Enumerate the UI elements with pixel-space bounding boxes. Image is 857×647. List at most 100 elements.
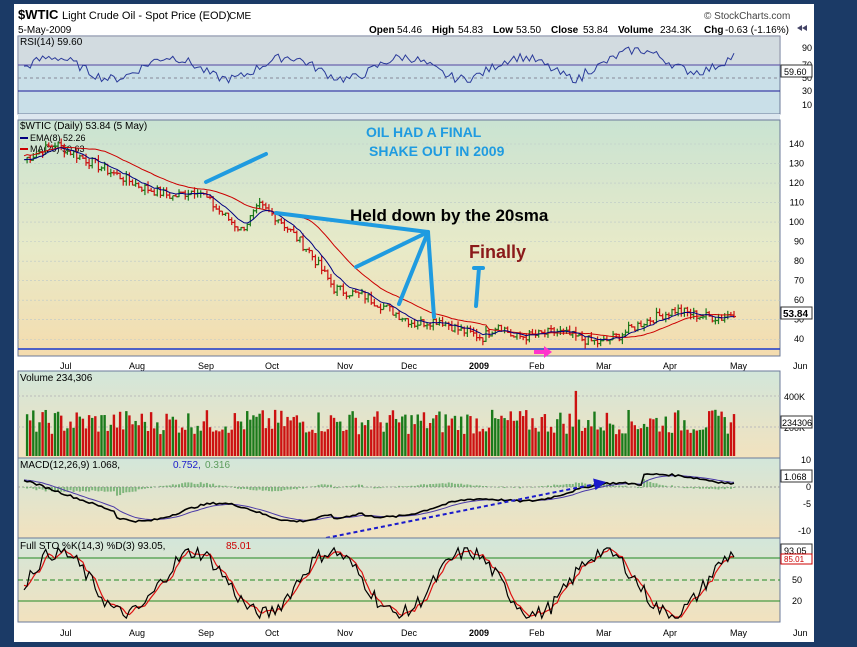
- macd-hist-bar: [726, 487, 729, 489]
- volume-bar: [289, 420, 292, 456]
- volume-bar: [376, 411, 379, 456]
- macd-hist-bar: [63, 487, 66, 492]
- volume-bar: [283, 426, 286, 456]
- month-label: Jul: [60, 628, 72, 638]
- volume-bar: [419, 420, 423, 456]
- volume-bar: [149, 412, 153, 456]
- macd-hist-bar: [131, 487, 134, 492]
- volume-bar: [323, 431, 326, 456]
- volume-bar: [221, 429, 224, 456]
- volume-bar: [72, 427, 75, 456]
- volume-bar: [286, 416, 289, 456]
- macd-last-box: [780, 469, 813, 483]
- macd-hist-bar: [698, 487, 701, 489]
- volume-bar: [202, 421, 206, 456]
- macd-hist-bar: [311, 486, 314, 487]
- macd-hist-bar: [267, 487, 270, 492]
- volume-bar: [673, 412, 677, 456]
- macd-hist-bar: [199, 482, 202, 487]
- volume-bar: [301, 421, 305, 456]
- volume-bar: [162, 430, 165, 456]
- macd-hist-bar: [41, 487, 44, 490]
- macd-hist-bar: [636, 487, 639, 489]
- macd-hist-bar: [218, 485, 221, 487]
- volume-bar: [100, 415, 103, 456]
- volume-bar: [56, 411, 60, 456]
- volume-bar: [562, 423, 565, 456]
- macd-hist-bar: [32, 487, 35, 489]
- volume-bar: [292, 416, 295, 456]
- volume-bar: [611, 424, 615, 456]
- volume-bar: [270, 428, 274, 456]
- macd-hist-bar: [137, 487, 140, 490]
- volume-bar: [134, 420, 137, 456]
- month-label: Aug: [129, 628, 145, 638]
- volume-bar: [97, 431, 100, 456]
- macd-hist-bar: [348, 486, 351, 487]
- volume-bar: [518, 411, 522, 456]
- volume-bar: [143, 421, 147, 456]
- rsi-tick-90: 90: [802, 43, 812, 53]
- month-axis-bottom: Jul Aug Sep Oct Nov Dec 2009 Feb Mar Apr May Jun: [60, 628, 808, 638]
- macd-hist-bar: [230, 486, 233, 487]
- volume-bar: [680, 430, 683, 456]
- volume-bar: [490, 409, 494, 456]
- macd-hist-bar: [379, 487, 382, 489]
- macd-hist-bar: [531, 487, 534, 488]
- volume-bar: [645, 426, 649, 456]
- volume-bar: [624, 433, 627, 456]
- month-label: Dec: [401, 628, 418, 638]
- macd-hist-bar: [649, 481, 652, 487]
- macd-hist-bar: [215, 485, 218, 487]
- macd-hist-bar: [212, 483, 215, 487]
- macd-tick-neg10: -10: [798, 526, 811, 536]
- volume-bar: [94, 416, 97, 456]
- scroll-down-icon[interactable]: [802, 25, 807, 31]
- scroll-left-icon[interactable]: [797, 25, 802, 31]
- macd-trend-arrow: [325, 478, 607, 539]
- macd-hist-bar: [404, 486, 407, 487]
- macd-hist-bar: [643, 479, 646, 487]
- volume-bar: [230, 429, 233, 456]
- sto-d-line: [23, 547, 735, 618]
- volume-bar: [596, 429, 599, 456]
- price-panel: $WTIC (Daily) 53.84 (5 May) EMA(8) 52.26…: [17, 119, 813, 358]
- volume-bar: [118, 411, 122, 456]
- open-value: 54.46: [397, 25, 422, 36]
- macd-hist-bar: [481, 486, 484, 487]
- macd-hist-bar: [550, 485, 553, 487]
- macd-hist-bar: [233, 487, 236, 488]
- volume-bar: [329, 415, 333, 456]
- volume-bar: [543, 414, 547, 456]
- volume-bar: [453, 415, 457, 456]
- macd-hist-bar: [128, 487, 131, 493]
- volume-bar: [630, 421, 633, 456]
- volume-bar: [277, 422, 280, 456]
- rsi-tick-10: 10: [802, 100, 812, 110]
- macd-hist-bar: [416, 485, 419, 487]
- volume-bar: [60, 415, 63, 456]
- macd-hist-bar: [519, 487, 522, 489]
- macd-hist-bar: [54, 487, 57, 492]
- volume-bar: [261, 410, 264, 456]
- volume-bar: [525, 410, 528, 456]
- macd-hist-bar: [559, 484, 562, 487]
- volume-bar: [373, 416, 376, 456]
- volume-bar: [84, 428, 88, 456]
- volume-bar: [574, 390, 578, 456]
- macd-hist-bar: [373, 487, 376, 489]
- volume-bar: [401, 416, 404, 456]
- volume-bar: [354, 417, 357, 456]
- macd-hist-bar: [503, 487, 506, 489]
- macd-line: [23, 472, 735, 523]
- volume-bar: [304, 432, 308, 456]
- volume-bar: [180, 427, 184, 456]
- volume-bar: [360, 422, 364, 456]
- volume-bar: [41, 412, 44, 456]
- volume-bar: [456, 430, 460, 456]
- month-label: Jul: [60, 361, 72, 371]
- macd-hist-bar: [174, 484, 177, 487]
- macd-hist-bar: [652, 483, 655, 487]
- macd-hist-bar: [320, 484, 323, 487]
- sto-tick-50: 50: [792, 575, 802, 585]
